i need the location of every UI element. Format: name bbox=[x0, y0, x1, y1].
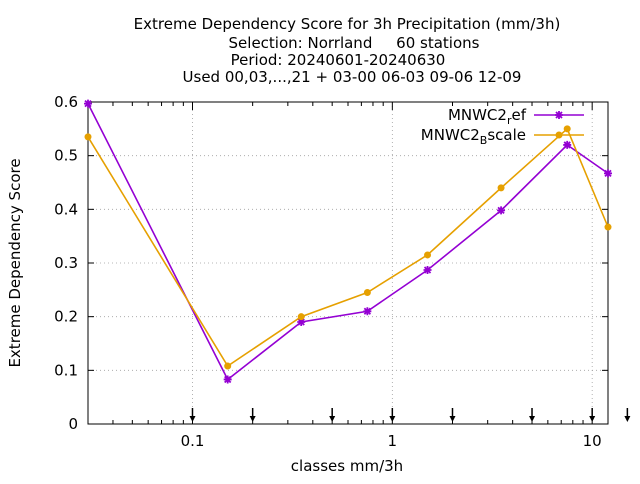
axes: 0 0.1 0.2 0.3 0.4 0.5 0.6 0.1 1 10 bbox=[54, 93, 631, 450]
series-1-point bbox=[223, 375, 232, 384]
title-line-3: Period: 20240601-20240630 bbox=[231, 51, 446, 69]
class-marker-arrowhead bbox=[389, 416, 396, 422]
class-marker-arrowhead bbox=[249, 416, 256, 422]
legend-label-2: MNWC2Bscale bbox=[421, 126, 526, 147]
y-tick-label: 0.5 bbox=[54, 147, 78, 165]
y-tick-label: 0.2 bbox=[54, 308, 78, 326]
series-line-1 bbox=[87, 103, 609, 381]
plot-border bbox=[87, 101, 609, 425]
class-marker-arrowhead bbox=[624, 416, 631, 422]
x-tick-label: 0.1 bbox=[181, 432, 205, 450]
series-2-point bbox=[563, 125, 571, 133]
grid bbox=[88, 102, 608, 424]
y-axis-label: Extreme Dependency Score bbox=[6, 158, 24, 367]
y-tick-label: 0.6 bbox=[54, 93, 78, 111]
title-line-1: Extreme Dependency Score for 3h Precipit… bbox=[134, 15, 561, 33]
class-marker-arrowhead bbox=[189, 416, 196, 422]
legend-marker-1 bbox=[555, 111, 563, 119]
chart-title: Extreme Dependency Score for 3h Precipit… bbox=[134, 15, 561, 86]
title-line-4: Used 00,03,...,21 + 03-00 06-03 09-06 12… bbox=[183, 68, 522, 86]
y-tick-label: 0.3 bbox=[54, 254, 78, 272]
x-tick-label: 10 bbox=[583, 432, 602, 450]
series-2-point bbox=[363, 289, 371, 297]
y-tick-label: 0.1 bbox=[54, 361, 78, 379]
series-1-point bbox=[297, 318, 306, 327]
class-marker-arrowhead bbox=[449, 416, 456, 422]
class-marker-arrowhead bbox=[329, 416, 336, 422]
series-1-point bbox=[563, 140, 572, 149]
series-1-point bbox=[604, 169, 612, 178]
series-2-point bbox=[297, 313, 305, 321]
series-1-point bbox=[84, 99, 92, 108]
y-tick-label: 0 bbox=[68, 415, 78, 433]
series-1-point bbox=[363, 307, 372, 316]
x-axis-label: classes mm/3h bbox=[291, 457, 403, 475]
x-tick-label: 1 bbox=[388, 432, 398, 450]
legend-label-1: MNWC2ref bbox=[448, 106, 527, 127]
series-2-point bbox=[424, 251, 432, 259]
series-1-point bbox=[423, 265, 432, 274]
title-line-2: Selection: Norrland 60 stations bbox=[229, 34, 480, 52]
series-2-point bbox=[604, 223, 612, 231]
class-marker-arrowhead bbox=[529, 416, 536, 422]
series-line-2 bbox=[87, 127, 609, 368]
y-tick-label: 0.4 bbox=[54, 200, 78, 218]
legend-marker-2 bbox=[555, 131, 563, 139]
series-1-point bbox=[497, 206, 506, 215]
series-2-point bbox=[497, 184, 505, 192]
class-marker-arrowhead bbox=[589, 416, 596, 422]
series-area bbox=[84, 99, 612, 384]
series-2-point bbox=[224, 362, 232, 370]
series-2-point bbox=[84, 133, 92, 141]
